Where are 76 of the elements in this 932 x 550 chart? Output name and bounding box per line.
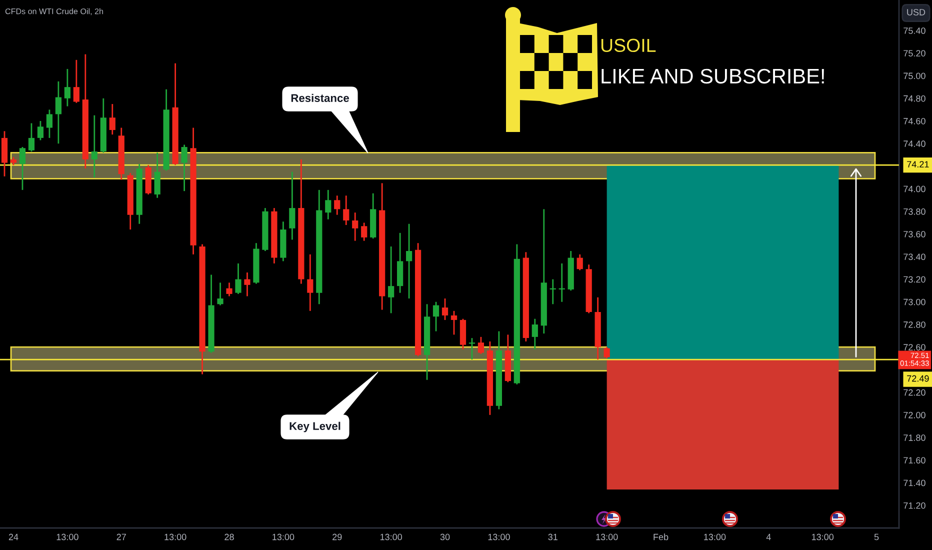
candlestick [406,223,412,300]
x-tick-label: 28 [224,534,234,540]
y-tick-label: 71.20 [904,502,926,509]
candlestick [55,80,62,144]
y-tick-label: 73.20 [904,276,926,283]
y-tick-label: 73.00 [904,298,926,306]
candlestick [450,310,458,336]
x-tick-label: 13:00 [488,534,510,540]
x-tick-label: 30 [440,534,450,540]
candlestick [181,144,188,192]
x-tick-label: 13:00 [812,534,834,540]
candlestick [64,68,70,107]
annotation: Key Level [290,422,340,432]
candlestick [325,189,332,220]
x-tick-label: 27 [116,534,126,540]
y-tick-label: 72.00 [904,412,926,418]
annotation: LIKE AND SUBSCRIBE! [602,68,824,84]
y-tick-label: 75.20 [904,50,926,56]
x-tick-label: 29 [332,534,342,540]
candlestick [73,59,80,104]
candlestick [442,298,448,321]
x-tick-label: Feb [654,534,668,540]
x-tick-label: 31 [548,534,558,540]
x-tick-label: 5 [874,534,879,540]
annotation: Resistance [291,94,349,102]
candlestick [217,282,224,306]
y-tick-label: 72.60 [904,344,926,350]
candlestick [226,282,232,297]
candlestick [334,194,340,216]
y-tick-label: 73.80 [904,208,926,215]
y-tick-label: 72.20 [904,389,926,396]
candlestick [37,120,44,141]
candlestick [576,254,583,271]
x-tick-label: 13:00 [56,534,78,540]
y-tick-label: 71.60 [904,457,926,464]
candlestick [46,108,52,139]
y-tick-label: 73.60 [904,231,926,238]
x-tick-label: 13:00 [704,534,726,540]
candlestick [244,272,250,297]
candlestick [109,103,116,136]
x-tick-label: 4 [766,534,771,540]
y-tick-label: 75.00 [904,72,926,80]
x-tick-label: 13:00 [380,534,402,540]
x-tick-label: 24 [8,534,18,540]
y-tick-label: 74.60 [904,118,926,124]
y-tick-label: 73.40 [904,254,926,260]
y-axis-title: USD [907,9,926,16]
candlestick [352,212,358,242]
text: CFDs on WTI Crude Oil, 2h [5,8,103,16]
y-tick-label: 74.00 [904,186,926,192]
y-tick-label: 74.80 [904,95,926,102]
y-tick-label: 72.80 [904,321,926,328]
x-tick-label: 13:00 [164,534,186,540]
y-tick-label: 71.80 [904,434,926,441]
candlestick [478,336,484,355]
candlestick [432,301,440,332]
ref-line-label: 74.21 [907,161,929,168]
candlestick [289,171,296,240]
candlestick [19,146,26,191]
candlestick [91,114,98,178]
y-tick-label: 75.40 [904,27,926,34]
candlestick [307,254,314,312]
candlestick [28,122,35,152]
candlestick [388,246,394,314]
candlestick [154,152,160,199]
candlestick [532,318,538,350]
candlestick [235,262,242,295]
x-tick-label: 13:00 [272,534,294,540]
candlestick [361,222,368,242]
x-tick-label: 13:00 [596,534,618,540]
y-tick-label: 71.40 [904,480,926,486]
y-tick-label: 74.40 [904,140,926,147]
annotation: USOIL [601,38,656,52]
candlestick [343,194,350,226]
ref-line-label: 72.49 [907,375,929,382]
candlestick [604,346,610,360]
